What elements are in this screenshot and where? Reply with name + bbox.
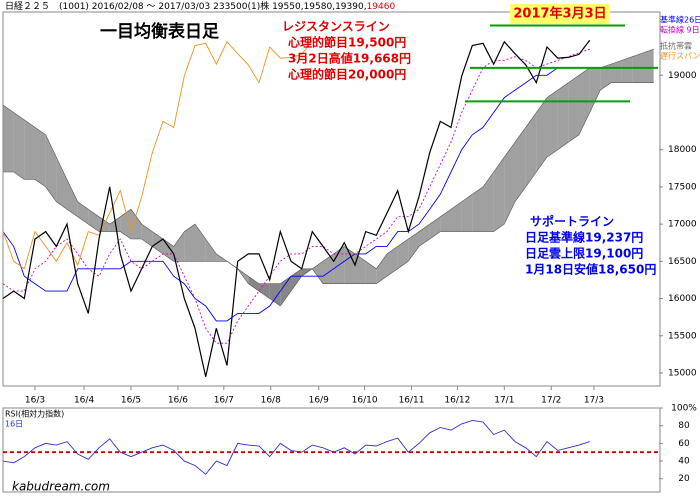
cloud-segment (365, 261, 377, 284)
x-tick-label: 16/9 (309, 396, 329, 406)
cloud-segment (376, 253, 387, 284)
indicator-line (2, 67, 590, 322)
y-tick-label: 19000 (668, 71, 697, 81)
support-annotation: 日足基準線19,237円 (525, 230, 643, 245)
cloud-segment (504, 142, 515, 225)
cloud-segment (547, 90, 558, 158)
resistance-annotation: 3月2日高値19,668円 (288, 51, 411, 66)
support-annotation: サポートライン (530, 214, 614, 229)
cloud-segment (472, 186, 483, 232)
header-text: 日経２２５ (1001) 2016/02/08 ～ 2017/03/03 233… (5, 0, 367, 12)
cloud-segment (611, 60, 622, 83)
legend-entry: 転換線 9日 (660, 25, 700, 35)
cloud-segment (525, 112, 537, 187)
cloud-segment (355, 253, 366, 284)
legend-entry: 抵抗帯雲 (660, 41, 692, 51)
cloud-span (3, 82, 654, 284)
cloud-segment (397, 239, 409, 269)
cloud-segment (493, 157, 505, 232)
x-tick-label: 16/10 (352, 396, 378, 406)
cloud-segment (461, 194, 473, 232)
y-tick-label: 16000 (668, 294, 697, 304)
rsi-tick-label: 40 (678, 457, 690, 467)
cloud-segment (643, 49, 654, 83)
x-tick-label: 16/12 (444, 396, 470, 406)
cloud-segment (13, 112, 25, 180)
support-annotation: 1月18日安値18,650円 (525, 262, 656, 277)
x-tick-label: 16/8 (261, 396, 281, 406)
y-tick-label: 15500 (668, 331, 697, 341)
cloud-segment (184, 224, 195, 262)
cloud-segment (269, 283, 281, 306)
resistance-annotation: 心理的節目19,500円 (288, 35, 406, 50)
date-label: 2017年3月3日 (513, 6, 606, 22)
resistance-annotation: 心理的節目20,000円 (288, 67, 406, 82)
y-tick-label: 17000 (668, 220, 697, 230)
rsi-tick-label: 100% (671, 404, 697, 414)
cloud-segment (483, 172, 494, 232)
x-tick-label: 17/1 (494, 396, 514, 406)
rsi-period: 16日 (5, 420, 23, 429)
y-tick-label: 17500 (668, 182, 697, 192)
y-tick-label: 15000 (668, 368, 697, 378)
cloud-segment (429, 216, 441, 240)
cloud-span (2, 48, 654, 307)
cloud-segment (408, 231, 419, 262)
support-annotation: 日足雲上限19,100円 (525, 246, 643, 261)
rsi-line (2, 419, 590, 475)
rsi-tick-label: 60 (678, 439, 690, 449)
cloud-segment (451, 201, 462, 232)
cloud-segment (131, 209, 142, 240)
main-frame (2, 11, 661, 387)
cloud-segment (195, 224, 206, 262)
resistance-annotation: レジスタンスライン (282, 20, 390, 34)
cloud-segment (557, 82, 569, 150)
chart-title: 一目均衡表日足 (100, 21, 219, 42)
cloud-segment (173, 231, 185, 262)
cloud-segment (259, 283, 270, 299)
y-tick-label: 18000 (668, 145, 697, 155)
cloud-segment (568, 75, 579, 143)
rsi-label: RSI(相対力指数) (5, 409, 64, 419)
cloud-segment (35, 127, 46, 187)
cloud-segment (536, 97, 547, 173)
footer: kabudream.com (12, 480, 110, 494)
rsi-frame (2, 407, 661, 493)
legend-entry: 遅行スパン (660, 51, 700, 61)
cloud-segment (67, 179, 78, 217)
price-line (2, 39, 591, 377)
x-tick-label: 17/2 (541, 396, 561, 406)
x-tick-label: 16/7 (214, 396, 234, 406)
rsi-tick-label: 20 (678, 474, 690, 484)
indicator-line (2, 40, 313, 270)
x-tick-label: 16/5 (121, 396, 141, 406)
x-tick-label: 16/11 (399, 396, 425, 406)
cloud-segment (387, 246, 398, 277)
cloud-segment (600, 64, 611, 91)
cloud-segment (515, 127, 526, 202)
cloud-segment (56, 157, 67, 210)
cloud-segment (88, 209, 99, 232)
y-tick-label: 16500 (668, 257, 697, 267)
cloud-segment (280, 276, 291, 306)
cloud-segment (323, 253, 334, 284)
cloud-segment (3, 105, 14, 173)
x-tick-label: 16/6 (168, 396, 188, 406)
cloud-segment (621, 56, 633, 83)
header: 日経２２５ (1001) 2016/02/08 ～ 2017/03/03 233… (5, 0, 395, 12)
date-box (510, 4, 610, 24)
legend-entry: 基準線26日 (660, 15, 700, 25)
cloud-segment (248, 276, 259, 292)
x-tick-label: 16/4 (74, 396, 94, 406)
x-tick-label: 16/3 (25, 396, 45, 406)
rsi-tick-label: 80 (678, 421, 690, 431)
x-tick-label: 17/3 (584, 396, 604, 406)
cloud-segment (120, 209, 131, 240)
cloud-segment (24, 119, 35, 180)
header-last: 19460 (367, 2, 396, 12)
cloud-segment (205, 239, 217, 262)
cloud-segment (440, 209, 451, 232)
